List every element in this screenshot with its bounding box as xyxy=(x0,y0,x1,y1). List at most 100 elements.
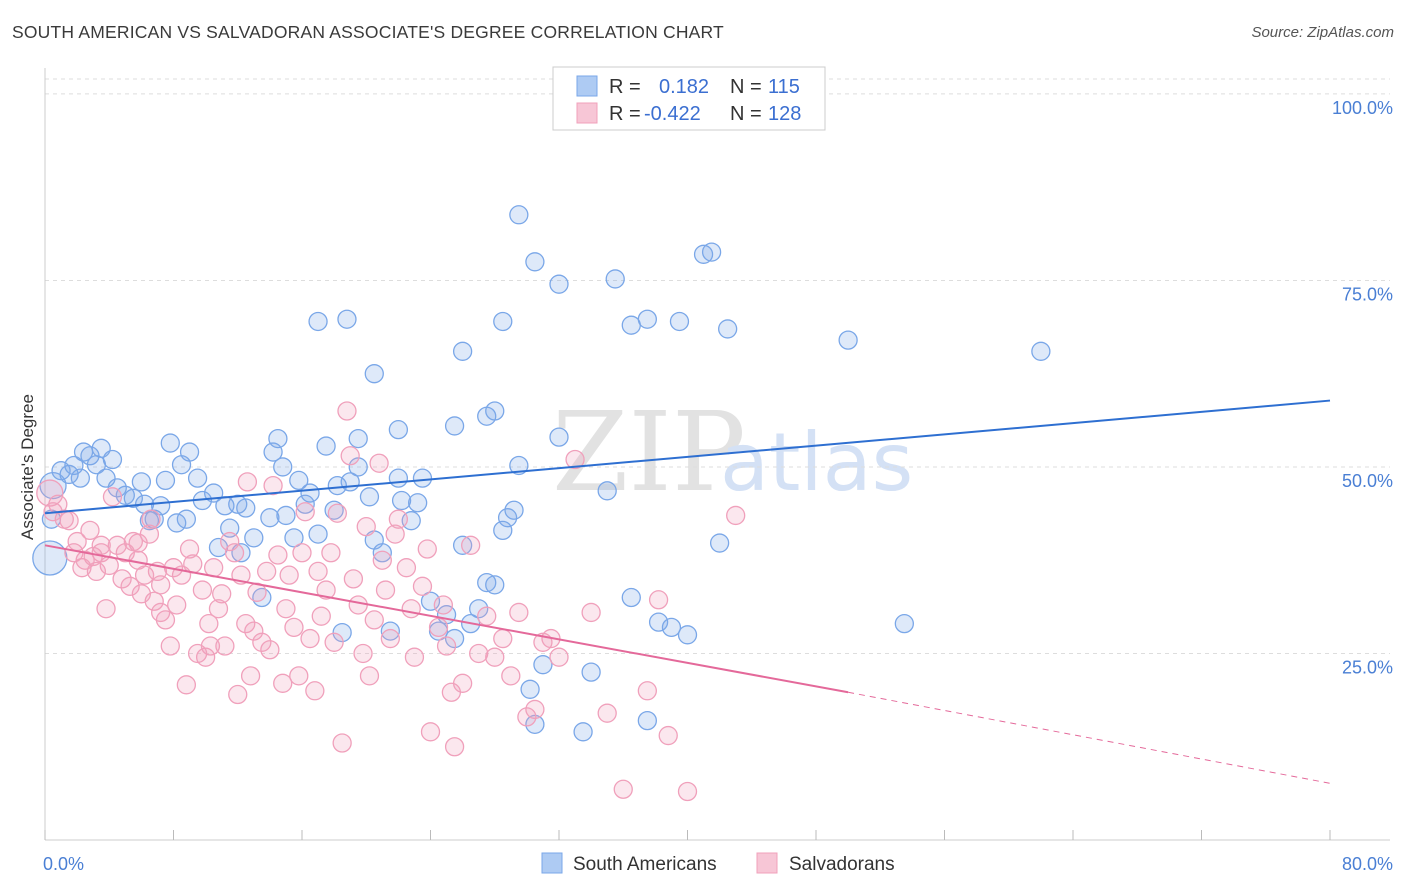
source-attribution: Source: ZipAtlas.com xyxy=(1251,24,1394,41)
point-south-american xyxy=(444,416,465,436)
point-south-american xyxy=(493,520,513,541)
point-south-american xyxy=(289,470,309,491)
axes xyxy=(44,68,1390,841)
point-salvadoran xyxy=(375,580,396,600)
y-tick-label: 75.0% xyxy=(1342,284,1393,304)
point-salvadoran xyxy=(139,524,160,544)
point-salvadoran xyxy=(444,737,465,757)
point-salvadoran xyxy=(80,520,100,541)
point-south-american xyxy=(131,472,152,492)
point-salvadoran xyxy=(364,610,384,630)
point-south-american xyxy=(388,420,409,440)
point-south-american xyxy=(160,433,180,453)
correlation-legend: R = 0.182 N = 115 R = -0.422 N = 128 xyxy=(552,66,826,131)
point-salvadoran xyxy=(176,675,197,695)
point-salvadoran xyxy=(388,509,409,529)
point-salvadoran xyxy=(637,681,657,701)
point-salvadoran xyxy=(102,487,123,507)
point-south-american xyxy=(838,330,858,350)
point-south-american xyxy=(637,710,657,731)
point-salvadoran xyxy=(404,647,425,667)
point-salvadoran xyxy=(199,613,219,634)
legend-n-label: N = xyxy=(730,103,762,125)
point-south-american xyxy=(59,464,79,485)
point-south-american xyxy=(268,428,288,449)
legend-swatch-south-americans xyxy=(576,75,598,97)
chart-title: SOUTH AMERICAN VS SALVADORAN ASSOCIATE'S… xyxy=(12,22,724,42)
point-south-american xyxy=(364,364,384,384)
point-salvadoran xyxy=(273,673,293,693)
point-south-american xyxy=(504,500,524,520)
point-south-american xyxy=(485,575,505,595)
point-salvadoran xyxy=(493,628,513,649)
point-south-american xyxy=(1031,341,1051,361)
trend-line-salvadorans xyxy=(44,544,849,694)
series-legend-swatch-salvadorans xyxy=(756,852,778,874)
point-salvadoran xyxy=(107,535,127,555)
point-salvadoran xyxy=(308,561,328,582)
point-south-american xyxy=(308,524,328,544)
point-salvadoran xyxy=(396,558,417,578)
point-south-american xyxy=(123,488,143,508)
point-salvadoran xyxy=(332,733,352,753)
point-south-american xyxy=(359,487,380,507)
point-south-american xyxy=(693,244,714,264)
point-salvadoran xyxy=(485,647,505,667)
point-south-american xyxy=(273,457,293,477)
point-salvadoran xyxy=(144,591,164,611)
point-south-american xyxy=(677,625,698,645)
point-salvadoran xyxy=(268,545,288,565)
point-south-american xyxy=(176,509,197,529)
point-south-american xyxy=(348,457,368,477)
point-south-american xyxy=(493,311,513,332)
watermark-zip: ZIP xyxy=(552,388,746,516)
point-south-american xyxy=(444,628,465,649)
point-south-american xyxy=(391,490,412,511)
point-south-american xyxy=(525,714,545,735)
point-salvadoran xyxy=(305,681,325,701)
point-south-american xyxy=(107,478,127,498)
point-salvadoran xyxy=(597,703,617,723)
point-salvadoran xyxy=(167,595,187,615)
point-salvadoran xyxy=(289,666,309,686)
point-south-american xyxy=(637,309,657,329)
point-salvadoran xyxy=(200,636,221,656)
point-south-american xyxy=(316,436,336,456)
point-south-american xyxy=(509,205,529,225)
point-salvadoran xyxy=(372,550,392,570)
point-salvadoran xyxy=(150,575,171,595)
point-south-american xyxy=(70,468,90,488)
legend-swatch-salvadorans xyxy=(576,102,598,124)
point-salvadoran xyxy=(565,449,585,470)
point-south-american xyxy=(621,315,641,335)
point-salvadoran xyxy=(263,475,283,496)
point-south-american xyxy=(549,427,569,447)
trend-line-south-americans xyxy=(44,399,1331,515)
point-salvadoran xyxy=(276,599,296,619)
point-south-american xyxy=(412,468,433,488)
point-south-american xyxy=(581,662,601,682)
point-salvadoran xyxy=(120,576,140,596)
point-salvadoran xyxy=(215,636,235,656)
series-legend: South Americans Salvadorans xyxy=(541,852,895,875)
point-south-american xyxy=(894,613,914,634)
point-south-american xyxy=(661,617,682,638)
legend-r-label: R = xyxy=(609,103,641,125)
trend-line-salvadorans-extrapolated xyxy=(848,691,1331,784)
point-salvadoran xyxy=(581,602,601,623)
point-salvadoran xyxy=(204,558,224,578)
point-salvadoran xyxy=(141,509,161,529)
point-south-american xyxy=(605,269,625,289)
point-salvadoran xyxy=(469,643,489,664)
point-salvadoran xyxy=(208,599,229,619)
point-salvadoran xyxy=(292,543,312,563)
point-south-american xyxy=(332,622,352,643)
point-salvadoran xyxy=(195,647,216,667)
point-salvadoran xyxy=(648,590,669,610)
point-salvadoran xyxy=(112,569,132,589)
point-salvadoran xyxy=(59,511,79,531)
scatter-points xyxy=(32,205,1051,802)
point-salvadoran xyxy=(525,699,545,720)
point-salvadoran xyxy=(433,595,454,615)
y-tick-label: 100.0% xyxy=(1332,98,1393,118)
